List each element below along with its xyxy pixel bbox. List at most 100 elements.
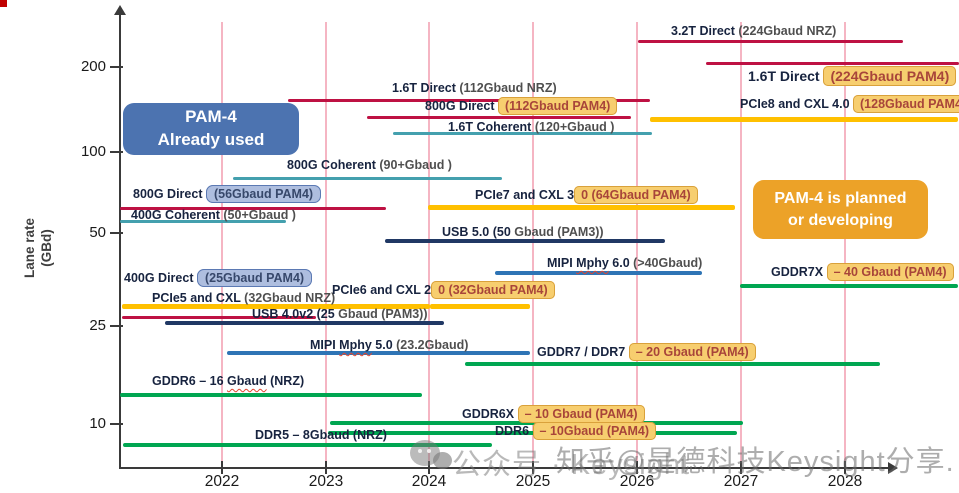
x-tick-label-2025: 2025 xyxy=(515,473,551,490)
timeline-label-gddr7-ddr7: GDDR7 / DDR7 – 20 Gbaud (PAM4) xyxy=(537,343,756,361)
label-segment: PCIe6 and CXL 2 xyxy=(332,283,432,297)
callout-planned-line1: PAM-4 is planned xyxy=(774,189,907,207)
y-axis-arrow-icon xyxy=(114,5,126,15)
label-segment: 5.0 xyxy=(371,338,397,352)
timeline-bar-gddr6 xyxy=(120,393,422,397)
label-segment: – 20 Gbaud (PAM4) xyxy=(628,343,756,361)
timeline-label-ddr6: DDR6 – 10Gbaud (PAM4) xyxy=(495,422,657,440)
x-tick-2024 xyxy=(428,461,430,474)
timeline-label-usb-50: USB 5.0 (50 Gbaud (PAM3)) xyxy=(442,225,604,239)
gridline-2024 xyxy=(428,22,430,468)
timeline-label-pcie8-cxl40: PCIe8 and CXL 4.0 (128Gbaud PAM4) xyxy=(740,95,959,113)
label-segment: DDR6 xyxy=(495,424,533,438)
label-segment: Mphy xyxy=(339,338,372,352)
label-segment: – 40 Gbaud (PAM4) xyxy=(826,263,954,281)
timeline-bar-1p6t-direct-pam4 xyxy=(706,61,959,65)
timeline-bar-pcie6-cxl20 xyxy=(430,303,530,309)
label-segment: 800G Direct xyxy=(425,99,498,113)
callout-used-line1: PAM-4 xyxy=(185,107,237,127)
x-tick-label-2022: 2022 xyxy=(204,473,240,490)
label-segment: (224Gbaud PAM4) xyxy=(823,66,957,86)
label-segment: USB 5.0 (50 xyxy=(442,225,511,239)
label-segment: (23.2Gbaud) xyxy=(396,338,469,352)
label-segment: (56Gbaud PAM4) xyxy=(205,185,322,203)
x-tick-2025 xyxy=(532,461,534,474)
callout-used-line2: Already used xyxy=(157,130,265,149)
timeline-label-mipi-mphy-50: MIPI Mphy 5.0 (23.2Gbaud) xyxy=(310,338,468,352)
label-segment: PCIe5 and CXL xyxy=(152,291,245,305)
timeline-bar-3p2t-direct xyxy=(638,39,903,43)
label-segment: (112Gbaud NRZ) xyxy=(459,81,557,95)
label-segment: GDDR6 – 16 xyxy=(152,374,228,388)
x-tick-2027 xyxy=(740,461,742,474)
gridline-2022 xyxy=(221,22,223,468)
label-segment: (128Gbaud PAM4) xyxy=(853,95,959,113)
gridline-2023 xyxy=(325,22,327,468)
label-segment: USB 4.0v2 (25 xyxy=(252,307,335,321)
timeline-label-1p6t-direct-pam4: 1.6T Direct (224Gbaud PAM4) xyxy=(748,66,957,86)
y-tick-label-10: 10 xyxy=(89,415,106,432)
label-segment: (>40Gbaud) xyxy=(633,256,703,270)
timeline-label-gddr7x: GDDR7X – 40 Gbaud (PAM4) xyxy=(771,263,954,281)
label-segment: 3.2T Direct xyxy=(671,24,739,38)
y-tick-50 xyxy=(110,232,123,234)
x-axis-arrow-icon xyxy=(888,462,898,474)
label-segment: (120+Gbaud ) xyxy=(534,120,615,134)
x-tick-2028 xyxy=(844,461,846,474)
label-segment: 1.6T Direct xyxy=(748,68,824,84)
y-tick-200 xyxy=(110,66,123,68)
label-segment: 1.6T Direct xyxy=(392,81,460,95)
label-segment: – 10 Gbaud (PAM4) xyxy=(517,405,645,423)
corner-mark xyxy=(0,0,7,7)
y-axis-line xyxy=(119,14,121,468)
gridline-2026 xyxy=(636,22,638,468)
x-axis-line xyxy=(119,467,891,469)
wechat-icon-eye xyxy=(418,449,422,453)
timeline-bar-pcie7-cxl30 xyxy=(428,204,735,210)
y-axis-title: Lane rate (GBd) xyxy=(22,200,56,296)
x-tick-2023 xyxy=(325,461,327,474)
label-segment: 0 (64Gbaud PAM4) xyxy=(574,186,698,204)
label-segment: Gbaud (PAM3)) xyxy=(510,225,604,239)
timeline-bar-1p6t-direct-nrz xyxy=(288,98,650,102)
label-segment: Mphy xyxy=(576,256,609,270)
y-tick-label-200: 200 xyxy=(80,58,106,75)
label-segment: 1.6T Coherent xyxy=(448,120,535,134)
y-tick-10 xyxy=(110,423,123,425)
label-segment: (112Gbaud PAM4) xyxy=(497,97,618,115)
callout-planned-line2: or developing xyxy=(788,211,893,229)
x-tick-2022 xyxy=(221,461,223,474)
timeline-label-800g-coherent: 800G Coherent (90+Gbaud ) xyxy=(287,158,452,172)
x-tick-label-2026: 2026 xyxy=(619,473,655,490)
label-segment: MIPI xyxy=(547,256,577,270)
label-segment: (32Gbaud NRZ) xyxy=(244,291,336,305)
timeline-label-mipi-mphy-60: MIPI Mphy 6.0 (>40Gbaud) xyxy=(547,256,702,270)
x-tick-label-2028: 2028 xyxy=(827,473,863,490)
timeline-label-gddr6x: GDDR6X – 10 Gbaud (PAM4) xyxy=(462,405,645,423)
timeline-label-gddr6: GDDR6 – 16 Gbaud (NRZ) xyxy=(152,374,304,388)
timeline-label-400g-direct-25: 400G Direct (25Gbaud PAM4) xyxy=(124,269,313,287)
callout-pam4-planned: PAM-4 is planned or developing xyxy=(753,180,928,239)
timeline-label-800g-direct-pam4: 800G Direct (112Gbaud PAM4) xyxy=(425,97,618,115)
label-segment: Gbaud (PAM3)) xyxy=(334,307,428,321)
timeline-label-800g-direct-56: 800G Direct (56Gbaud PAM4) xyxy=(133,185,322,203)
label-segment: – 10Gbaud (PAM4) xyxy=(532,422,657,440)
x-tick-2026 xyxy=(636,461,638,474)
label-segment: 800G Direct xyxy=(133,187,206,201)
label-segment: 400G Coherent xyxy=(131,208,224,222)
timeline-bar-gddr7x xyxy=(740,284,958,288)
timeline-bar-usb-50 xyxy=(385,239,665,243)
gridline-2025 xyxy=(532,22,534,468)
wechat-icon-eye xyxy=(427,449,431,453)
label-segment: 800G Coherent xyxy=(287,158,380,172)
y-tick-label-25: 25 xyxy=(89,317,106,334)
x-tick-label-2023: 2023 xyxy=(308,473,344,490)
timeline-bar-pcie8-cxl40 xyxy=(650,116,958,122)
timeline-bar-ddr6 xyxy=(328,431,737,435)
label-segment: (NRZ) xyxy=(266,374,305,388)
label-segment: 6.0 xyxy=(608,256,634,270)
watermark-text-1: 公众号 · Keysight xyxy=(452,449,690,481)
timeline-bar-400g-direct-25 xyxy=(122,315,316,319)
label-segment: (50+Gbaud ) xyxy=(223,208,296,222)
